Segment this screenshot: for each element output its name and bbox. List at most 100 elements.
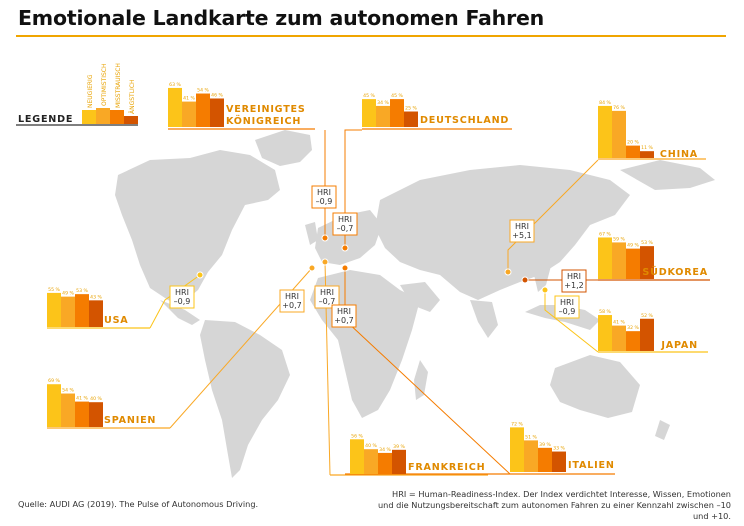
frankreich-value-label: 56 % [351,433,363,439]
page-title: Emotionale Landkarte zum autonomen Fahre… [18,6,545,30]
japan-hri-box: HRI–0,9 [554,295,580,319]
spanien-hri-value: +0,7 [282,301,301,310]
usa-bar-neugierig [47,292,61,327]
spanien-value-label: 69 % [48,378,60,384]
frankreich-value-label: 40 % [365,443,377,449]
usa-hri-box: HRI–0,9 [169,285,195,309]
italien-value-label: 51 % [525,434,537,440]
vereinigtes-koenigreich-value-label: 63 % [169,82,181,88]
frankreich-bar-neugierig [350,439,364,474]
italien-hri-box: HRI+0,7 [331,304,357,328]
china-hri-value: +5,1 [512,231,531,240]
world-map [115,130,715,478]
spanien-bar-misstrauisch [75,401,89,427]
vereinigtes-koenigreich-bar-misstrauisch [196,93,210,127]
japan-hri-value: –0,9 [559,307,576,316]
suedkorea-bar-misstrauisch [626,248,640,279]
frankreich-map-dot [321,258,329,266]
italien-bar-neugierig [510,427,524,472]
italien-map-dot [341,264,349,272]
legend-label-aengstlich: ÄNGSTLICH [129,79,136,114]
japan-bar-aengstlich [640,318,654,351]
suedkorea-value-label: 49 % [627,243,639,249]
china-hri-label: HRI [515,222,529,231]
deutschland-hri-label: HRI [338,215,352,224]
vereinigtes-koenigreich-bar-optimistisch [182,101,196,127]
frankreich-value-label: 34 % [379,447,391,453]
vereinigtes-koenigreich-country-label-line2: KÖNIGREICH [226,113,301,127]
suedkorea-map-dot [521,276,529,284]
frankreich-hri-box: HRI–0,7 [314,285,340,309]
china-bar-misstrauisch [626,145,640,158]
china-leader-line [507,159,599,272]
japan-bar-misstrauisch [626,331,640,351]
italien-hri-value: +0,7 [334,316,353,325]
deutschland-value-label: 25 % [405,106,417,112]
suedkorea-country-label: SÜDKOREA [642,264,708,278]
legend-swatch-neugierig [82,110,96,124]
china-value-label: 11 % [641,145,653,151]
japan-hri-label: HRI [560,298,574,307]
japan-value-label: 58 % [599,309,611,315]
frankreich-hri-value: –0,7 [319,297,336,306]
frankreich-bar-misstrauisch [378,452,392,474]
legend-title: LEGENDE [18,114,73,125]
legend-label-misstrauisch: MISSTRAUISCH [115,63,122,108]
japan-value-label: 41 % [613,320,625,326]
suedkorea-value-label: 53 % [641,240,653,246]
japan-map-dot [541,286,549,294]
japan-value-label: 52 % [641,313,653,319]
frankreich-bar-aengstlich [392,449,406,474]
deutschland-hri-value: –0,7 [337,224,354,233]
spanien-value-label: 40 % [90,396,102,402]
vereinigtes-koenigreich-value-label: 54 % [197,88,209,94]
spanien-bar-aengstlich [89,402,103,427]
vereinigtes-koenigreich-map-dot [321,234,329,242]
legend: LEGENDE NEUGIERIG OPTIMISTISCH MISSTRAUISCH… [16,63,138,126]
vereinigtes-koenigreich-hri-box: HRI–0,9 [311,185,337,209]
deutschland-hri-box: HRI–0,7 [332,212,358,236]
source-note: Quelle: AUDI AG (2019). The Pulse of Aut… [18,499,259,509]
china-bar-aengstlich [640,151,654,158]
japan-value-label: 32 % [627,325,639,331]
deutschland-value-label: 45 % [363,93,375,99]
italien-bar-aengstlich [552,451,566,472]
usa-value-label: 43 % [90,294,102,300]
legend-swatch-optimistisch [96,108,110,124]
china-bar-neugierig [598,105,612,158]
spanien-value-label: 41 % [76,396,88,402]
china-bar-optimistisch [612,110,626,158]
china-country-label: CHINA [660,149,698,160]
usa-hri-label: HRI [175,288,189,297]
deutschland-bar-misstrauisch [390,99,404,127]
usa-value-label: 53 % [76,288,88,294]
usa-map-dot [196,271,204,279]
suedkorea-hri-box: HRI+1,2 [561,269,587,293]
vereinigtes-koenigreich-hri-label: HRI [317,188,331,197]
spanien-hri-box: HRI+0,7 [279,289,305,313]
hri-footnote: HRI = Human-Readiness-Index. Der Index v… [377,489,731,521]
deutschland-country-label: DEUTSCHLAND [420,115,509,126]
suedkorea-value-label: 59 % [613,236,625,242]
italien-country-label: ITALIEN [568,460,615,471]
usa-leader-line [149,274,201,329]
vereinigtes-koenigreich-country-label: VEREINIGTES [226,104,306,115]
italien-value-label: 72 % [511,421,523,427]
frankreich-bar-optimistisch [364,449,378,474]
spanien-bar-optimistisch [61,393,75,427]
vereinigtes-koenigreich-value-label: 41 % [183,96,195,102]
japan-country-label: JAPAN [660,340,698,351]
italien-value-label: 33 % [553,446,565,452]
usa-bar-aengstlich [89,300,103,327]
japan-bar-neugierig [598,315,612,351]
suedkorea-bar-optimistisch [612,242,626,279]
suedkorea-bar-aengstlich [640,246,654,279]
deutschland-map-dot [341,244,349,252]
deutschland-bar-neugierig [362,99,376,127]
japan-bar-optimistisch [612,325,626,351]
vereinigtes-koenigreich-bar-neugierig [168,87,182,127]
usa-hri-value: –0,9 [174,297,191,306]
spanien-country-label: SPANIEN [104,415,156,426]
deutschland-bar-optimistisch [376,105,390,127]
